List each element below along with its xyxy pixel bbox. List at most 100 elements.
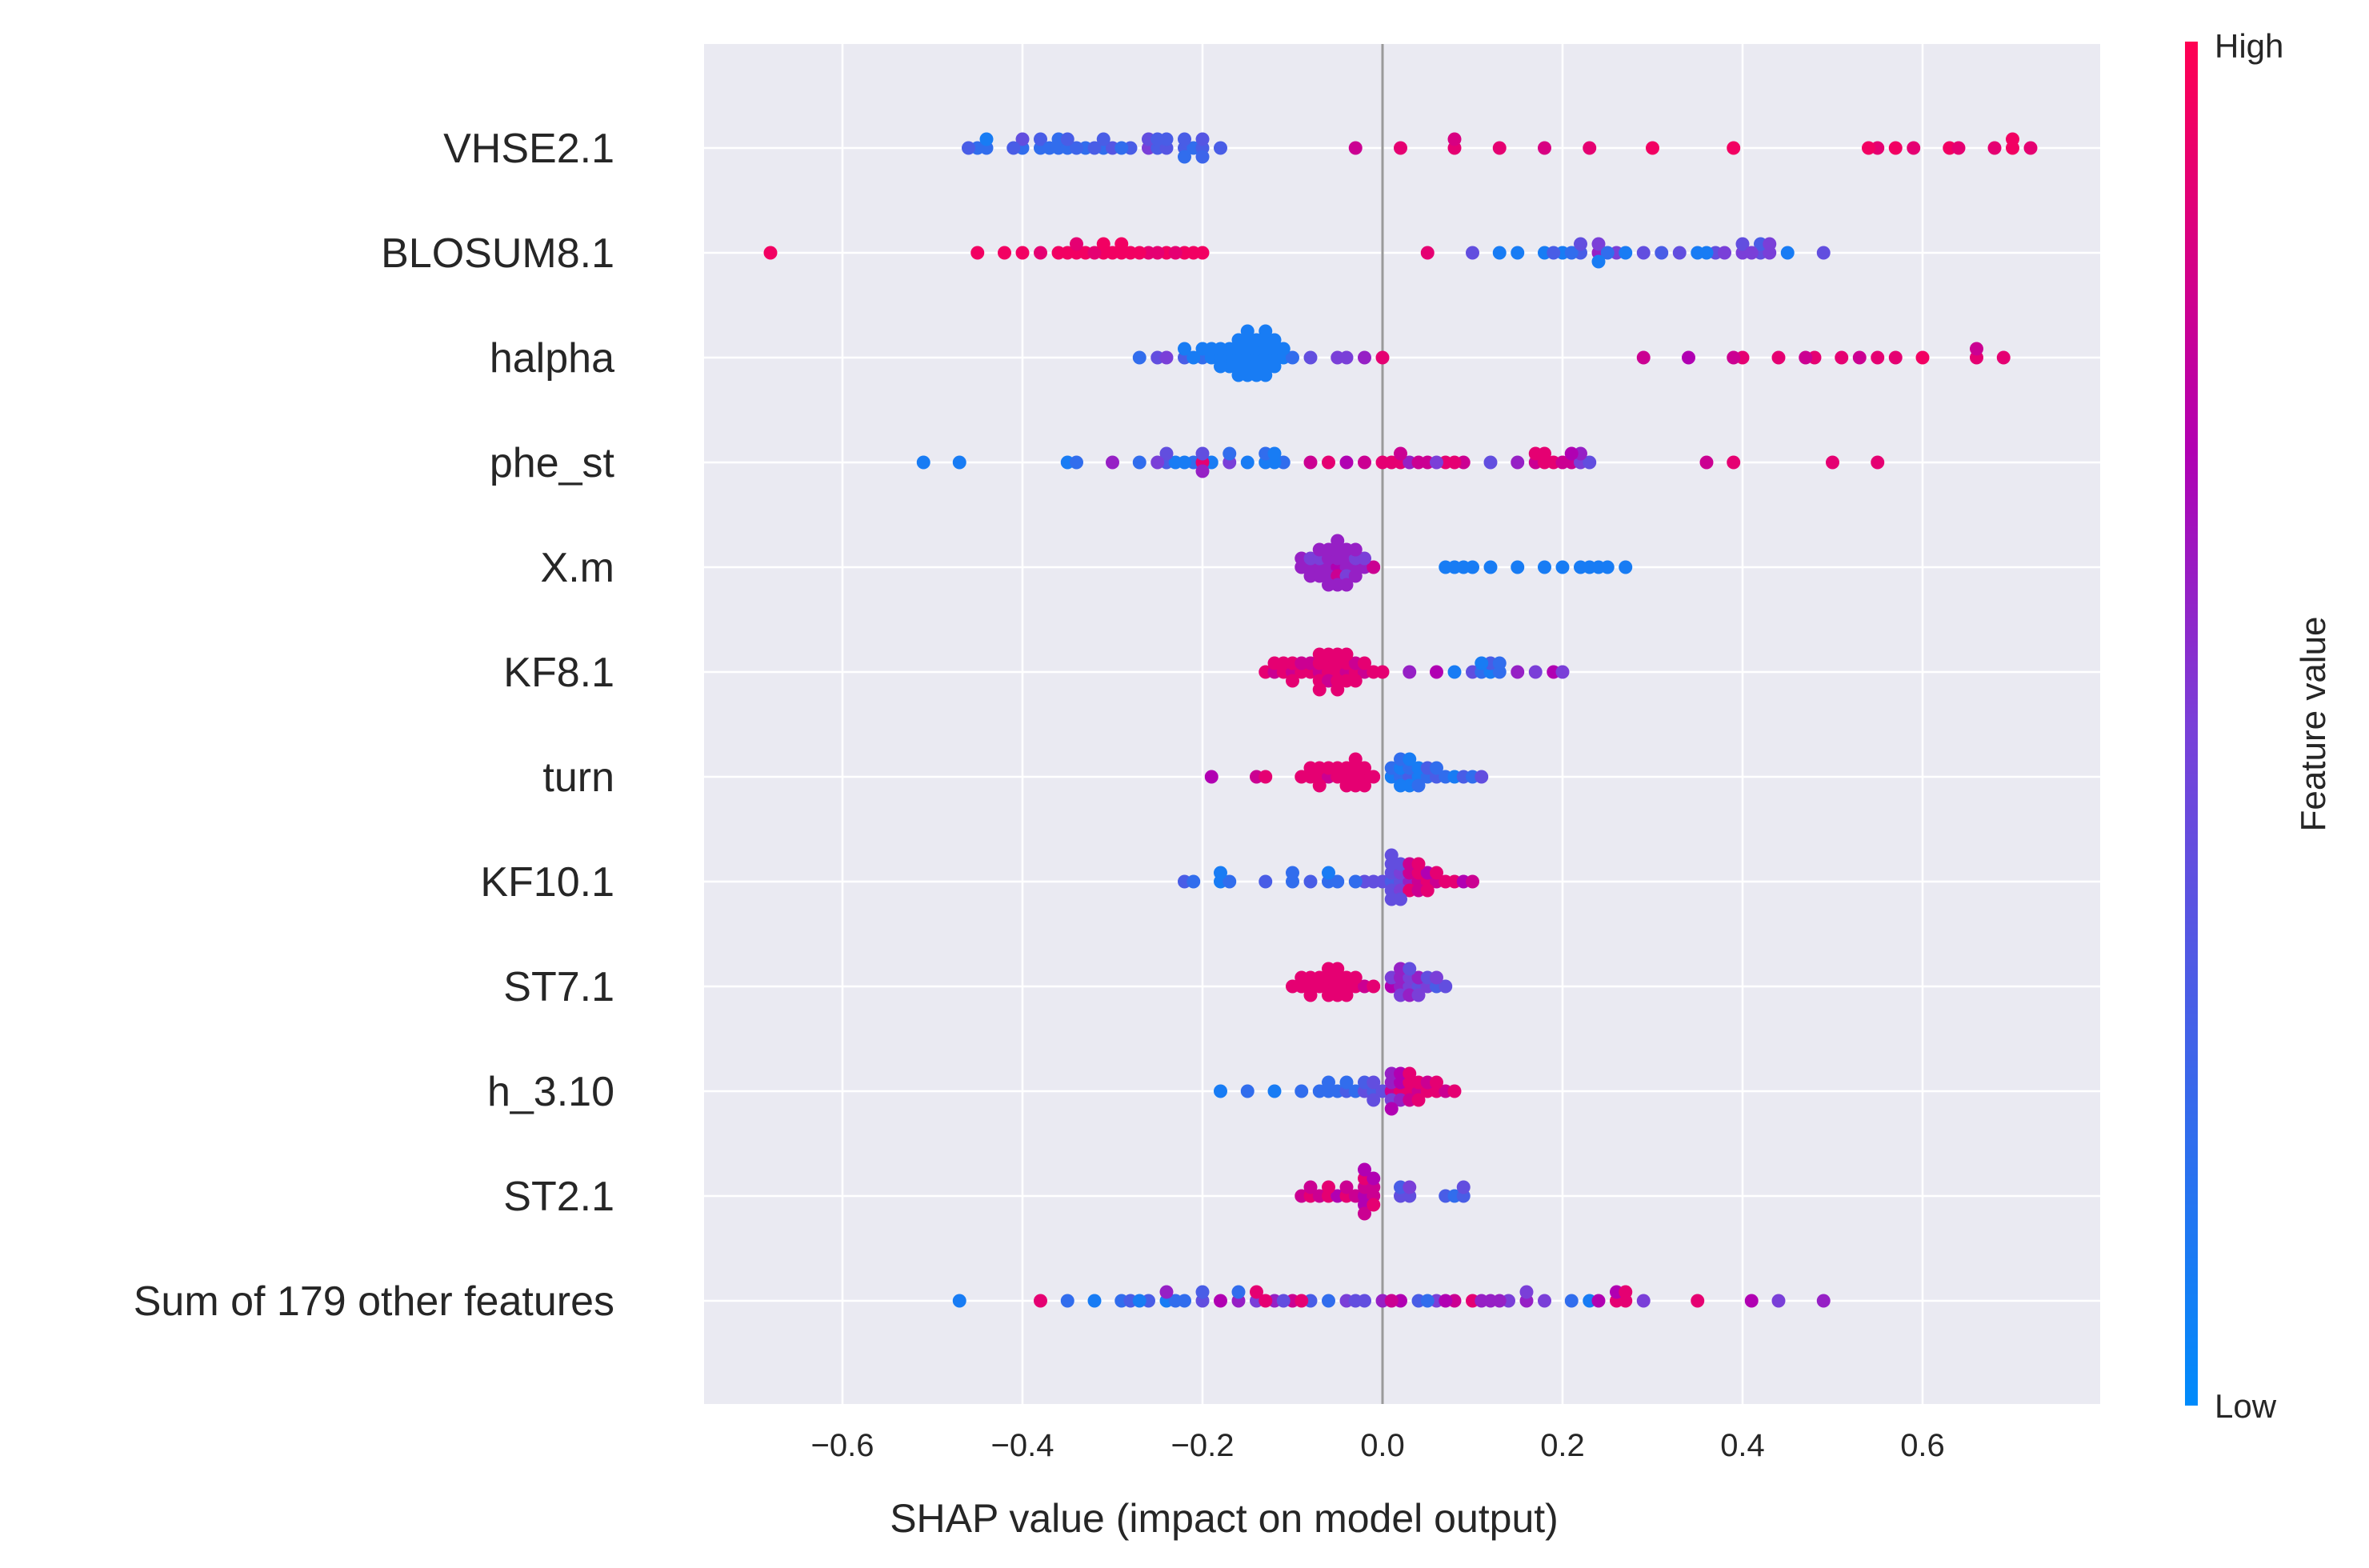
shap-point [1727,350,1741,365]
shap-point [2006,132,2019,146]
shap-point [1070,237,1083,251]
shap-point [1348,1294,1363,1308]
shap-point [1187,874,1201,889]
shap-point [1672,246,1687,260]
shap-point [1699,455,1714,470]
shap-point [1358,455,1371,470]
shap-point [1367,1198,1381,1212]
shap-point [1511,455,1525,470]
shap-point [1492,246,1507,260]
shap-point [1583,141,1597,155]
x-axis-label: SHAP value (impact on model output) [890,1496,1559,1541]
shap-point [1403,1066,1417,1081]
shap-point [962,141,975,155]
shap-point [1358,551,1371,566]
shap-point [1420,1294,1435,1308]
shap-point [1286,866,1299,880]
shap-point [1367,1171,1381,1186]
colorbar-high-label: High [2215,27,2283,65]
shap-point [1195,446,1210,461]
shap-point [1322,647,1335,662]
shap-point [979,132,994,146]
shap-point [1358,1206,1371,1221]
shap-point [1411,988,1426,1002]
shap-point [1006,141,1021,155]
shap-point [1447,455,1462,470]
shap-point [1358,350,1371,365]
shap-point [1403,1180,1417,1194]
shap-point [1240,455,1255,470]
shap-point [1394,892,1407,906]
shap-point [1168,246,1182,260]
shap-point [1888,350,1903,365]
shap-point [1583,455,1597,470]
shap-point [1034,246,1047,260]
shap-point [1348,569,1363,583]
shap-point [1600,246,1615,260]
shap-point [1439,1294,1453,1308]
shap-point [1475,656,1489,670]
shap-point [1295,1294,1309,1308]
shap-point [916,455,930,470]
shap-point [1231,1285,1246,1299]
shap-point [1267,359,1282,374]
shap-point [1492,141,1507,155]
shap-point [1195,150,1210,164]
colorbar-low-label: Low [2215,1387,2277,1425]
shap-point [1322,1180,1335,1194]
shap-point [1384,455,1399,470]
shap-point [1087,1294,1102,1308]
shap-point [1312,778,1327,793]
shap-point [1394,446,1407,461]
shap-point [1223,446,1237,461]
shap-point [1727,455,1741,470]
shap-point [1826,455,1839,470]
x-ticks: −0.6 −0.4 −0.2 0.0 0.2 0.4 0.6 [811,1428,1945,1463]
shap-point [1286,350,1299,365]
shap-point [1996,350,2011,365]
shap-point [1636,1294,1651,1308]
shap-point [1411,778,1426,793]
shap-point [1168,1294,1182,1308]
shap-point [1591,254,1606,269]
shap-point [1691,1294,1705,1308]
shap-point [1384,1102,1399,1116]
shap-point [970,246,985,260]
shap-point [1358,778,1371,793]
shap-point [1771,350,1786,365]
shap-point [1430,1075,1443,1090]
shap-point [1106,246,1119,260]
shap-point [1240,324,1255,338]
shap-point [1187,350,1201,365]
shap-point [1430,866,1443,880]
shap-point [1646,141,1659,155]
shap-point [1267,333,1282,347]
shap-point [1727,141,1741,155]
shap-point [1214,359,1227,374]
shap-point [952,455,966,470]
feature-label: KF10.1 [480,859,614,906]
shap-point [1907,141,1921,155]
shap-point [1511,665,1525,679]
shap-point [1636,350,1651,365]
shap-point [1744,1294,1759,1308]
shap-point [1375,665,1390,679]
shap-point [1322,455,1335,470]
feature-label: ST7.1 [503,964,614,1010]
shap-point [1178,342,1191,356]
shap-point [1150,455,1165,470]
shap-point [1132,246,1146,260]
shap-point [1303,874,1318,889]
shap-point [1250,1285,1263,1299]
shap-point [1538,560,1551,574]
shap-point [1331,682,1345,697]
shap-point [1475,770,1489,784]
shap-point [1511,246,1525,260]
shap-point [1574,237,1587,251]
shap-point [1403,665,1417,679]
shap-point [1430,970,1443,985]
shap-point [1358,761,1371,775]
shap-point [1411,1093,1426,1107]
x-tick-label: 0.2 [1540,1428,1585,1463]
shap-point [1303,455,1318,470]
